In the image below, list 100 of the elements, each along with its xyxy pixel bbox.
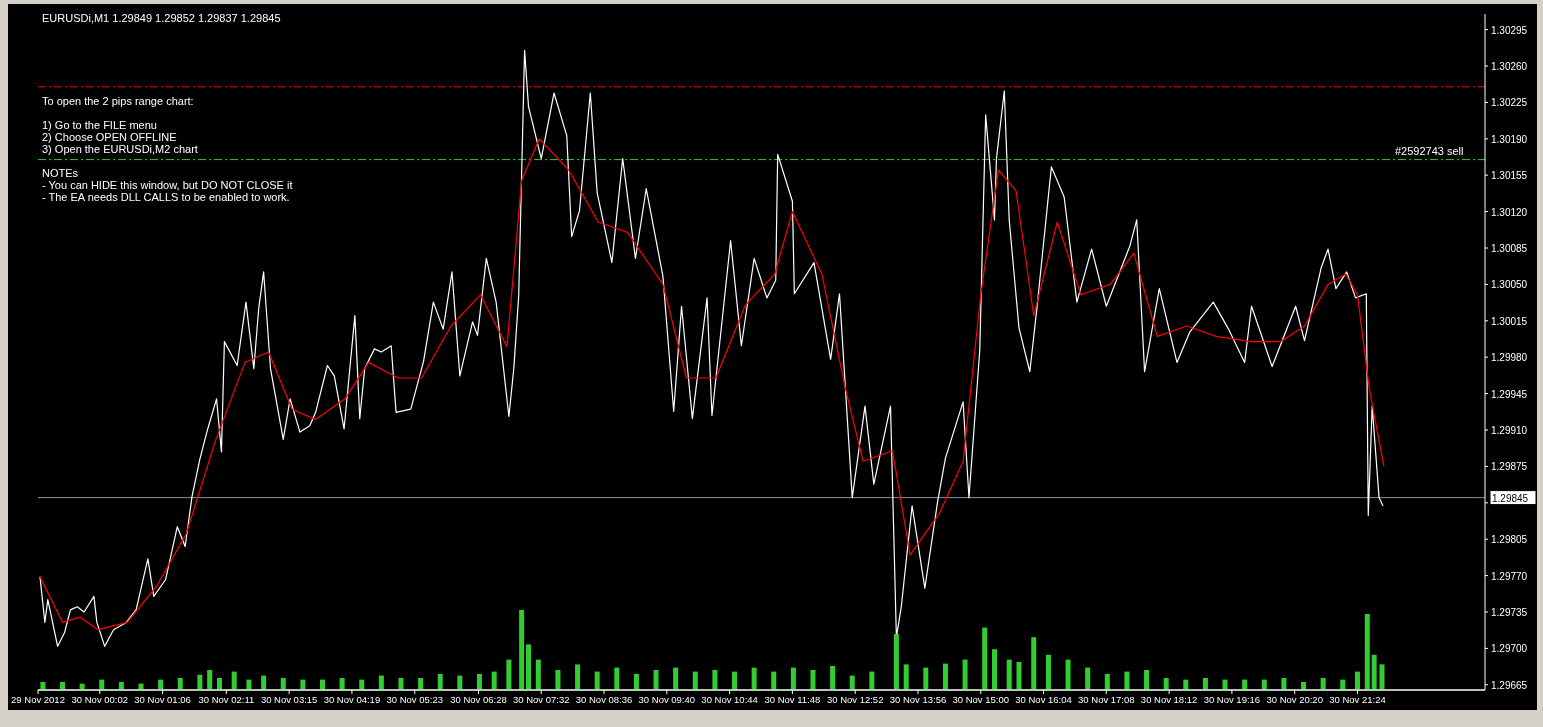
y-tick-label: 1.29700 [1491, 643, 1528, 655]
bar [653, 670, 659, 690]
x-tick-label: 30 Nov 05:23 [386, 694, 443, 705]
x-tick-label: 30 Nov 18:12 [1140, 694, 1198, 705]
bar [177, 678, 183, 690]
bar [771, 671, 777, 690]
bar [476, 674, 482, 690]
bar [942, 663, 948, 690]
bar [1163, 678, 1169, 690]
y-tick-label: 1.29910 [1491, 425, 1528, 436]
ref-line-label: #2592743 sell [1395, 144, 1464, 157]
annotation: To open the 2 pips range chart: [42, 95, 194, 107]
bar [1016, 662, 1022, 690]
y-tick-label: 1.29735 [1491, 607, 1528, 618]
x-tick-label: 30 Nov 03:15 [260, 694, 318, 705]
bar [732, 671, 738, 690]
bar [261, 675, 267, 690]
y-tick-label: 1.30015 [1491, 315, 1528, 327]
bar [575, 664, 581, 690]
x-tick-label: 30 Nov 12:52 [826, 694, 884, 705]
bar [1065, 659, 1071, 690]
bar [280, 678, 286, 690]
y-tick-label: 1.30190 [1491, 133, 1528, 145]
bar [712, 670, 718, 690]
x-tick-label: 29 Nov 2012 [11, 694, 65, 705]
bar [437, 674, 443, 690]
y-tick-label: 1.30295 [1491, 24, 1528, 36]
bar [1031, 637, 1037, 690]
bar [1202, 678, 1208, 690]
bar [982, 627, 988, 690]
x-tick-label: 30 Nov 04:19 [323, 694, 381, 705]
bar [1371, 654, 1377, 690]
bar [673, 667, 679, 690]
x-tick-label: 30 Nov 20:20 [1266, 694, 1323, 705]
y-tick-label: 1.30225 [1491, 97, 1528, 109]
y-tick-label: 1.29945 [1491, 388, 1528, 400]
bar [457, 675, 463, 690]
y-tick-label: 1.30050 [1491, 279, 1528, 291]
x-tick-label: 30 Nov 15:00 [952, 694, 1010, 705]
x-tick-label: 30 Nov 11:48 [764, 694, 821, 705]
bar [1124, 671, 1130, 690]
annotation: - The EA needs DLL CALLS to be enabled to work. [42, 191, 290, 203]
x-tick-label: 30 Nov 10:44 [701, 694, 758, 705]
bar [216, 678, 222, 690]
bar [790, 667, 796, 690]
annotation: NOTEs [42, 167, 79, 179]
bar [1085, 667, 1091, 690]
bar [1006, 659, 1012, 690]
bar [491, 671, 497, 690]
bar [1320, 678, 1326, 690]
x-tick-label: 30 Nov 01:06 [134, 694, 191, 705]
y-tick-label: 1.29770 [1491, 570, 1528, 582]
line-series [39, 49, 1384, 647]
bar [1364, 614, 1370, 690]
annotation: 3) Open the EURUSDi,M2 chart [42, 143, 198, 155]
bar [1144, 670, 1150, 690]
bar [207, 670, 213, 690]
bar [893, 634, 899, 690]
bar [339, 678, 345, 690]
x-tick-label: 30 Nov 08:36 [575, 694, 633, 705]
x-tick-label: 30 Nov 19:16 [1203, 694, 1261, 705]
bar [231, 671, 237, 690]
y-tick-label: 1.29665 [1491, 679, 1528, 691]
bar [923, 667, 929, 690]
bar [526, 644, 532, 690]
x-tick-label: 30 Nov 21:24 [1329, 694, 1386, 705]
bar [751, 667, 757, 690]
bar [1045, 654, 1051, 690]
bar [614, 667, 620, 690]
bar [378, 675, 384, 690]
y-tick-label: 1.30260 [1491, 61, 1528, 72]
bar [506, 659, 512, 690]
bar [398, 678, 404, 690]
x-tick-label: 30 Nov 00:02 [71, 694, 129, 705]
bar [555, 670, 561, 690]
x-tick-label: 30 Nov 02:11 [198, 694, 255, 705]
bar [810, 670, 816, 690]
bar [991, 649, 997, 690]
bar [535, 659, 541, 690]
annotation: 1) Go to the FILE menu [42, 119, 157, 131]
annotation: 2) Choose OPEN OFFLINE [42, 131, 177, 143]
bar [1379, 664, 1385, 690]
x-tick-label: 30 Nov 06:28 [450, 694, 507, 705]
x-tick-label: 30 Nov 16:04 [1015, 694, 1072, 705]
x-tick-label: 30 Nov 07:32 [513, 694, 570, 705]
bar [849, 675, 855, 690]
annotation: - You can HIDE this window, but DO NOT CLOSE it [42, 179, 293, 191]
bar [692, 671, 698, 690]
bar [633, 674, 639, 690]
bar [197, 674, 203, 690]
bar [418, 678, 424, 690]
y-tick-label: 1.29875 [1491, 461, 1528, 473]
bar [830, 666, 836, 690]
x-tick-label: 30 Nov 09:40 [638, 694, 696, 705]
bar [1104, 674, 1110, 690]
bar [1354, 671, 1360, 690]
y-tick-label: 1.29805 [1491, 534, 1528, 546]
y-tick-label: 1.30120 [1491, 206, 1528, 218]
y-tick-label: 1.29980 [1491, 352, 1528, 364]
y-tick-label: 1.30085 [1491, 243, 1528, 254]
